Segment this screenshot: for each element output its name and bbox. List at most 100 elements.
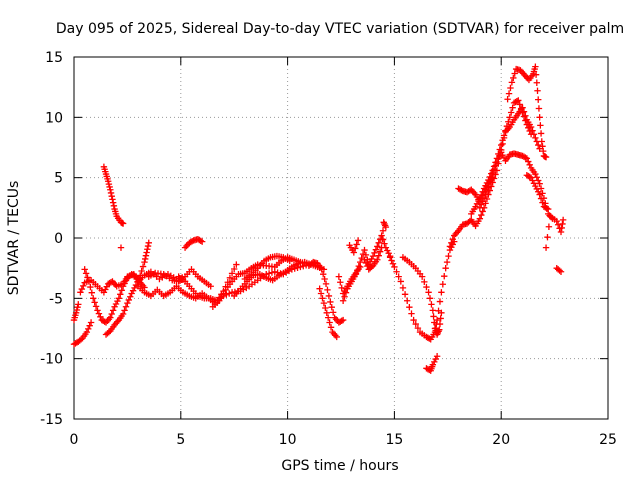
y-tick-label: 15 bbox=[45, 50, 63, 66]
data-point bbox=[101, 318, 108, 325]
data-point bbox=[500, 154, 508, 162]
data-point bbox=[128, 290, 135, 297]
data-point bbox=[374, 243, 381, 250]
data-point bbox=[228, 270, 236, 277]
data-point bbox=[458, 186, 465, 194]
data-point bbox=[91, 299, 98, 306]
data-point bbox=[519, 109, 526, 116]
data-point bbox=[505, 118, 512, 125]
data-point bbox=[393, 268, 400, 275]
data-point bbox=[391, 263, 398, 271]
data-point bbox=[378, 232, 385, 239]
data-point bbox=[542, 153, 550, 161]
data-point bbox=[268, 269, 276, 276]
data-point bbox=[478, 201, 485, 208]
data-point bbox=[352, 271, 360, 278]
data-point bbox=[499, 151, 506, 159]
data-point bbox=[233, 261, 240, 268]
data-point bbox=[522, 154, 529, 161]
data-point bbox=[553, 217, 560, 225]
data-point bbox=[226, 274, 234, 282]
data-point bbox=[110, 202, 118, 210]
data-point bbox=[368, 263, 375, 271]
data-points bbox=[70, 63, 567, 374]
data-point bbox=[520, 113, 528, 120]
data-point bbox=[446, 243, 454, 250]
data-point bbox=[122, 277, 130, 284]
data-point bbox=[366, 258, 374, 265]
data-point bbox=[368, 255, 375, 263]
data-point bbox=[327, 298, 334, 306]
data-point bbox=[515, 97, 522, 104]
data-point bbox=[83, 328, 91, 336]
data-point bbox=[496, 146, 503, 153]
data-point bbox=[338, 317, 345, 325]
data-point bbox=[87, 283, 94, 291]
data-point bbox=[486, 173, 494, 181]
data-point bbox=[482, 191, 489, 198]
data-point bbox=[483, 187, 491, 195]
data-point bbox=[72, 309, 80, 317]
data-point bbox=[320, 299, 328, 307]
data-point bbox=[87, 319, 95, 326]
data-point bbox=[322, 304, 329, 312]
data-point bbox=[506, 114, 513, 121]
data-point bbox=[316, 285, 323, 292]
data-point bbox=[121, 280, 128, 287]
data-point bbox=[539, 190, 546, 197]
data-point bbox=[438, 309, 445, 317]
data-point bbox=[449, 236, 456, 243]
data-point bbox=[388, 257, 395, 264]
data-point bbox=[369, 252, 377, 260]
data-point bbox=[131, 272, 138, 280]
data-point bbox=[85, 325, 92, 333]
data-point bbox=[144, 242, 152, 250]
y-tick-label: -10 bbox=[40, 352, 63, 368]
data-point bbox=[328, 303, 335, 311]
data-point bbox=[559, 220, 566, 228]
data-point bbox=[74, 303, 81, 311]
data-point bbox=[485, 184, 492, 191]
data-point bbox=[523, 121, 531, 128]
data-point bbox=[107, 186, 114, 193]
data-point bbox=[480, 194, 488, 202]
data-point bbox=[495, 155, 502, 162]
data-point bbox=[395, 273, 402, 280]
data-point bbox=[121, 307, 128, 314]
data-point bbox=[143, 249, 150, 256]
data-point bbox=[488, 174, 495, 181]
data-point bbox=[509, 104, 516, 111]
data-point bbox=[329, 309, 337, 316]
data-point bbox=[525, 158, 532, 165]
data-point bbox=[537, 195, 545, 202]
data-point bbox=[354, 266, 361, 274]
data-point bbox=[138, 267, 145, 275]
data-point bbox=[500, 132, 508, 139]
data-point bbox=[111, 303, 118, 310]
data-point bbox=[504, 96, 511, 103]
data-point bbox=[341, 293, 348, 300]
data-point bbox=[197, 237, 204, 245]
data-point bbox=[218, 293, 225, 301]
data-point bbox=[532, 170, 539, 178]
data-point bbox=[557, 268, 565, 275]
data-point bbox=[483, 195, 491, 203]
data-point bbox=[108, 192, 115, 200]
x-tick-label: 25 bbox=[599, 432, 617, 448]
data-point bbox=[102, 286, 109, 293]
data-point bbox=[322, 280, 330, 288]
data-point bbox=[479, 208, 486, 215]
data-point bbox=[441, 273, 448, 280]
data-point bbox=[333, 333, 340, 341]
y-axis-label: SDTVAR / TECUs bbox=[6, 181, 22, 296]
data-point bbox=[105, 180, 113, 188]
data-point bbox=[109, 196, 116, 203]
data-point bbox=[326, 319, 333, 326]
data-point bbox=[498, 149, 505, 156]
data-point bbox=[536, 180, 543, 187]
data-point bbox=[445, 252, 452, 260]
data-point bbox=[527, 131, 535, 138]
data-point bbox=[527, 174, 535, 181]
data-point bbox=[433, 353, 441, 360]
data-point bbox=[286, 257, 293, 265]
